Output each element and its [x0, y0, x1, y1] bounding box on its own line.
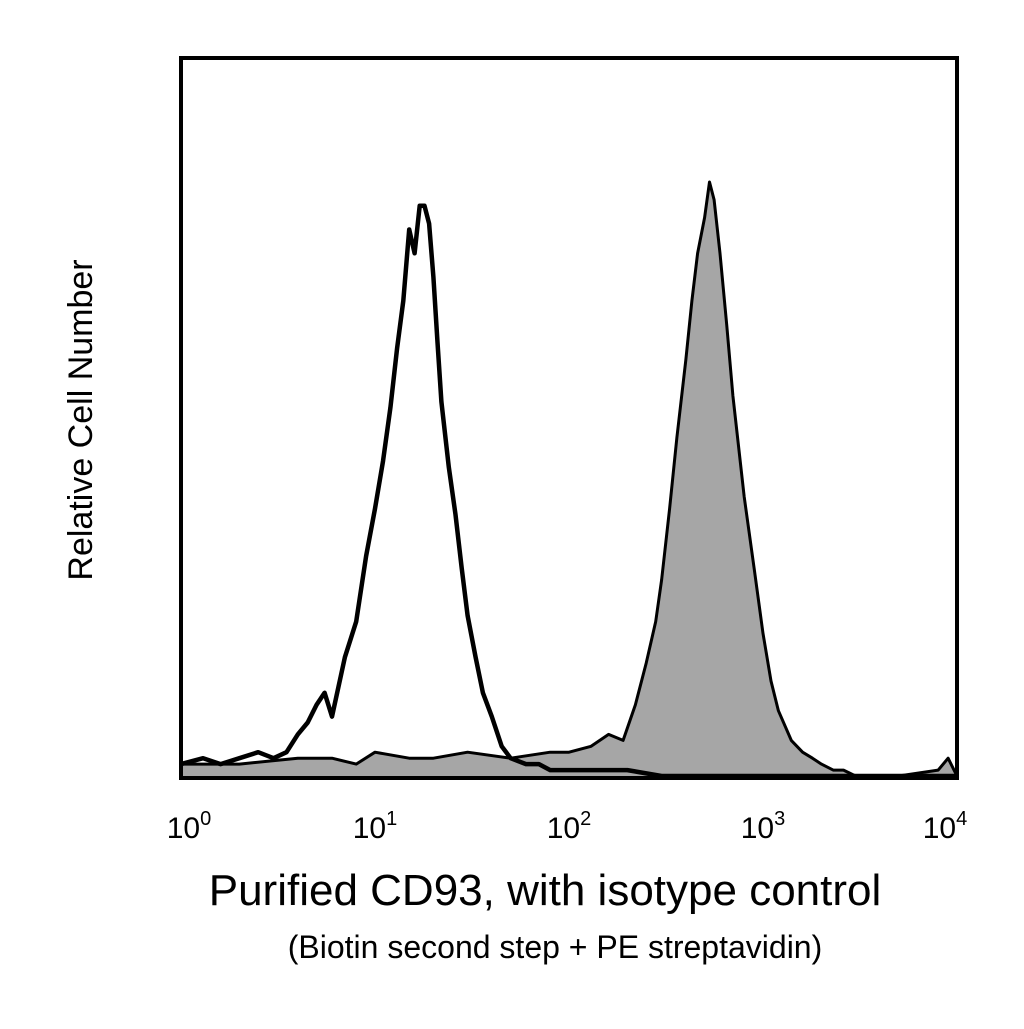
filled-histogram-area	[181, 182, 957, 776]
x-tick-base: 10	[547, 812, 580, 845]
x-tick-exponent: 2	[580, 808, 591, 830]
x-tick-base: 10	[353, 812, 386, 845]
x-tick-exponent: 3	[774, 808, 785, 830]
x-tick-base: 10	[741, 812, 774, 845]
outline-histogram-line	[180, 203, 957, 779]
x-tick-label: 104	[923, 808, 968, 845]
x-tick-layer: 100 101 102 103 104	[167, 808, 968, 845]
plot-frame	[179, 56, 959, 780]
y-axis-label: Relative Cell Number	[62, 259, 100, 580]
x-axis-sublabel: (Biotin second step + PE streptavidin)	[288, 929, 823, 965]
x-tick-base: 10	[923, 812, 956, 845]
series-layer	[180, 180, 959, 779]
x-tick-label: 100	[167, 808, 212, 845]
x-tick-label: 102	[547, 808, 592, 845]
x-tick-exponent: 4	[956, 808, 967, 830]
x-tick-label: 101	[353, 808, 398, 845]
x-axis-label: Purified CD93, with isotype control	[209, 866, 882, 915]
x-tick-label: 103	[741, 808, 786, 845]
x-tick-base: 10	[167, 812, 200, 845]
filled-histogram-edge	[181, 180, 959, 778]
x-tick-exponent: 0	[200, 808, 211, 830]
x-tick-exponent: 1	[386, 808, 397, 830]
